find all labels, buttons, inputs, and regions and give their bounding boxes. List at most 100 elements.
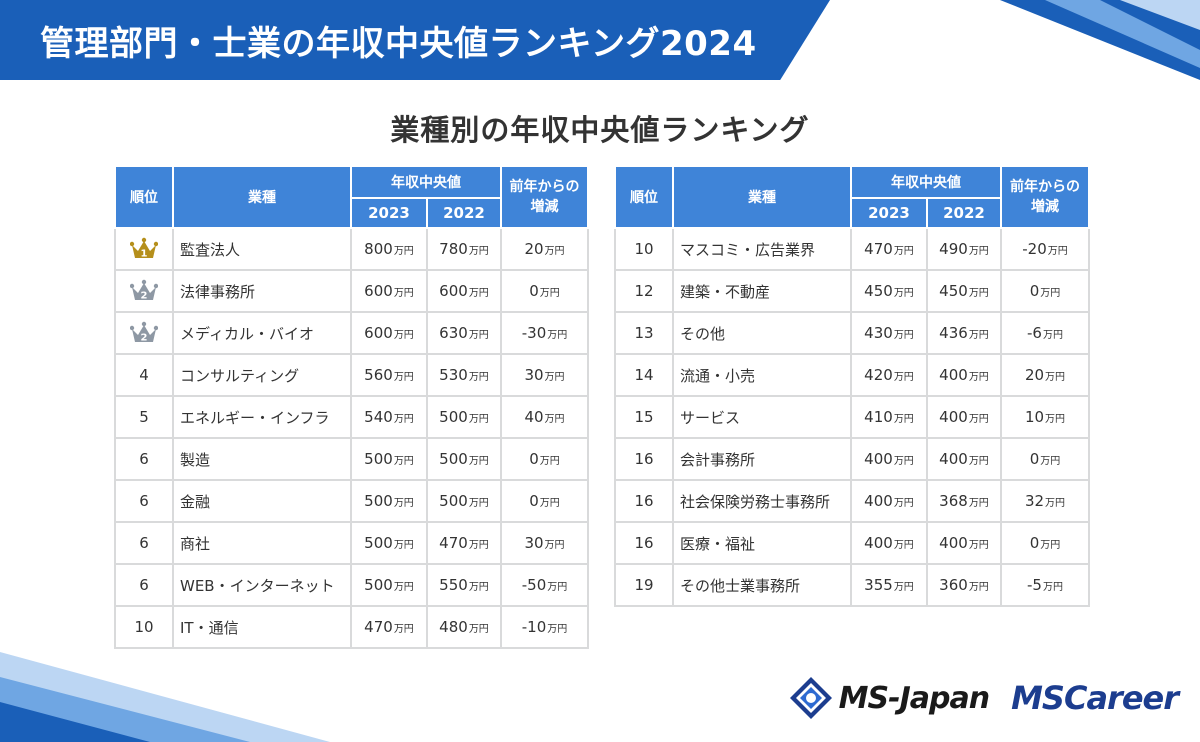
value-2023-cell: 400万円 [850,479,928,523]
value-2022-cell: 360万円 [926,563,1002,607]
unit-label: 万円 [893,540,914,551]
unit-label: 万円 [544,372,565,383]
change-cell: -50万円 [500,563,589,607]
value-2023-cell-value: 450 [864,282,893,300]
chart-subtitle: 業種別の年収中央値ランキング [390,113,810,147]
value-2022-cell: 450万円 [926,269,1002,313]
unit-label: 万円 [544,540,565,551]
header-2023: 2023 [850,197,928,229]
value-2022-cell-value: 368 [939,492,968,510]
unit-label: 万円 [539,498,560,509]
change-cell-value: 0 [529,492,539,510]
unit-label: 万円 [893,372,914,383]
value-2022-cell: 480万円 [426,605,502,649]
value-2022-cell-value: 436 [939,324,968,342]
table-row: 16 社会保険労務士事務所 400万円 368万円 32万円 [614,479,1090,523]
unit-label: 万円 [468,582,489,593]
unit-label: 万円 [968,330,989,341]
header-median: 年収中央値 [850,165,1002,199]
value-2022-cell-value: 470 [439,534,468,552]
rank-cell: 6 [114,479,174,523]
rank-cell: 1 [114,227,174,271]
header-2023: 2023 [350,197,428,229]
table-row: 4 コンサルティング 560万円 530万円 30万円 [114,353,589,397]
unit-label: 万円 [1040,288,1061,299]
value-2022-cell-value: 490 [939,240,968,258]
rank-cell: 6 [114,563,174,607]
change-cell: 20万円 [500,227,589,271]
value-2022-cell: 530万円 [426,353,502,397]
change-cell-value: 20 [1024,366,1045,384]
value-2023-cell-value: 500 [364,492,393,510]
unit-label: 万円 [1042,330,1063,341]
ms-japan-logo: MS-Japan [789,676,990,720]
table-row: 2 法律事務所 600万円 600万円 0万円 [114,269,589,313]
change-cell-value: -10 [521,618,547,636]
crown-rank-number: 1 [141,249,148,260]
header-rank: 順位 [614,165,674,229]
value-2023-cell-value: 500 [364,450,393,468]
table-row: 6 製造 500万円 500万円 0万円 [114,437,589,481]
value-2022-cell-value: 400 [939,366,968,384]
change-cell: 32万円 [1000,479,1090,523]
unit-label: 万円 [539,288,560,299]
unit-label: 万円 [468,246,489,257]
logo-area: MS-Japan MSCareer [789,676,1179,720]
industry-cell: エネルギー・インフラ [172,395,352,439]
change-cell: 0万円 [500,269,589,313]
change-cell-value: 0 [1029,282,1040,300]
table-row: 16 会計事務所 400万円 400万円 0万円 [614,437,1090,481]
header-change: 前年からの増減 [1000,165,1090,229]
rank-cell: 6 [114,437,174,481]
unit-label: 万円 [1047,246,1068,257]
industry-cell: 監査法人 [172,227,352,271]
change-cell-value: 0 [529,450,539,468]
rank-cell: 10 [614,227,674,271]
unit-label: 万円 [547,582,568,593]
unit-label: 万円 [1045,372,1066,383]
change-cell-value: -6 [1027,324,1042,342]
unit-label: 万円 [968,582,989,593]
ranking-table-right-body: 10 マスコミ・広告業界 470万円 490万円 -20万円 12 建築・不動産 450万円 4… [614,227,1090,607]
value-2022-cell-value: 480 [439,618,468,636]
value-2022-cell: 490万円 [926,227,1002,271]
industry-cell: 会計事務所 [672,437,852,481]
unit-label: 万円 [968,456,989,467]
change-cell: -30万円 [500,311,589,355]
change-cell: 30万円 [500,353,589,397]
unit-label: 万円 [544,414,565,425]
unit-label: 万円 [893,330,914,341]
industry-cell: その他士業事務所 [672,563,852,607]
industry-cell: 金融 [172,479,352,523]
change-cell-value: -20 [1022,240,1047,258]
value-2023-cell-value: 800 [364,240,393,258]
value-2022-cell-value: 500 [439,492,468,510]
ms-japan-wordmark: MS-Japan [838,680,990,716]
unit-label: 万円 [468,414,489,425]
change-cell-value: -5 [1027,576,1042,594]
change-cell: 40万円 [500,395,589,439]
value-2023-cell-value: 355 [864,576,893,594]
unit-label: 万円 [1040,456,1061,467]
ranking-table-left: 順位 業種 年収中央値 前年からの増減 2023 2022 1 監査法人 800万円… [114,165,589,649]
table-row: 6 WEB・インターネット 500万円 550万円 -50万円 [114,563,589,607]
unit-label: 万円 [1040,540,1061,551]
value-2023-cell: 400万円 [850,521,928,565]
unit-label: 万円 [544,246,565,257]
unit-label: 万円 [893,246,914,257]
industry-cell: マスコミ・広告業界 [672,227,852,271]
crown-icon: 1 [130,237,158,260]
value-2022-cell-value: 400 [939,408,968,426]
rank-cell: 10 [114,605,174,649]
value-2023-cell: 600万円 [350,311,428,355]
unit-label: 万円 [893,582,914,593]
rank-cell: 12 [614,269,674,313]
value-2022-cell: 780万円 [426,227,502,271]
ranking-table-left-body: 1 監査法人 800万円 780万円 20万円 2 法律事務所 600万円 600万円 0万円 2 メ… [114,227,589,649]
unit-label: 万円 [393,540,414,551]
table-row: 10 IT・通信 470万円 480万円 -10万円 [114,605,589,649]
page-title: 管理部門・士業の年収中央値ランキング2024 [40,23,757,64]
unit-label: 万円 [547,330,568,341]
industry-cell: WEB・インターネット [172,563,352,607]
unit-label: 万円 [968,540,989,551]
